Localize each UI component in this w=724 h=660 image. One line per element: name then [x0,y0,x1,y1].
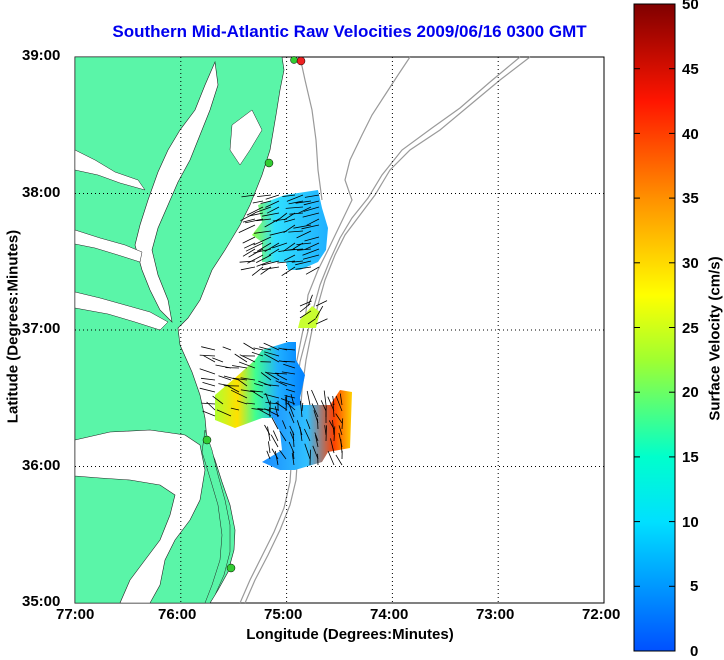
station-marker [227,564,235,572]
x-tick-label: 76:00 [158,606,196,623]
colorbar-tick-label: 10 [682,514,699,531]
x-tick-label: 74:00 [370,606,408,623]
colorbar-tick-label: 35 [682,190,699,207]
y-tick-label: 38:00 [22,184,60,201]
colorbar-tick-label: 40 [682,126,699,143]
colorbar-tick-label: 15 [682,449,699,466]
x-tick-label: 72:00 [582,606,620,623]
colorbar-tick-label: 45 [682,61,699,78]
colorbar-tick-label: 20 [682,384,699,401]
colorbar-tick-label: 50 [682,0,699,13]
station-marker [265,159,273,167]
velocity-arrow [310,450,311,465]
colorbar-tick-label: 5 [690,578,698,595]
station-marker [291,57,298,64]
colorbar-tick-label: 25 [682,320,699,337]
station-marker-highlight [297,57,305,65]
colorbar-tick-label: 0 [690,643,698,660]
y-axis-label: Latitude (Degrees:Minutes) [5,202,22,452]
velocity-arrow [326,425,327,441]
y-tick-label: 37:00 [22,320,60,337]
x-tick-label: 77:00 [56,606,94,623]
velocity-arrow [270,407,271,417]
colorbar [634,4,675,651]
y-tick-label: 35:00 [22,593,60,610]
x-tick-label: 73:00 [476,606,514,623]
colorbar-tick-label: 30 [682,255,699,272]
colorbar-label: Surface Velocity (cm/s) [707,214,724,464]
x-axis-label: Longitude (Degrees:Minutes) [215,626,485,643]
y-tick-label: 39:00 [22,47,60,64]
x-tick-label: 75:00 [264,606,302,623]
y-tick-label: 36:00 [22,457,60,474]
station-marker [203,436,211,444]
